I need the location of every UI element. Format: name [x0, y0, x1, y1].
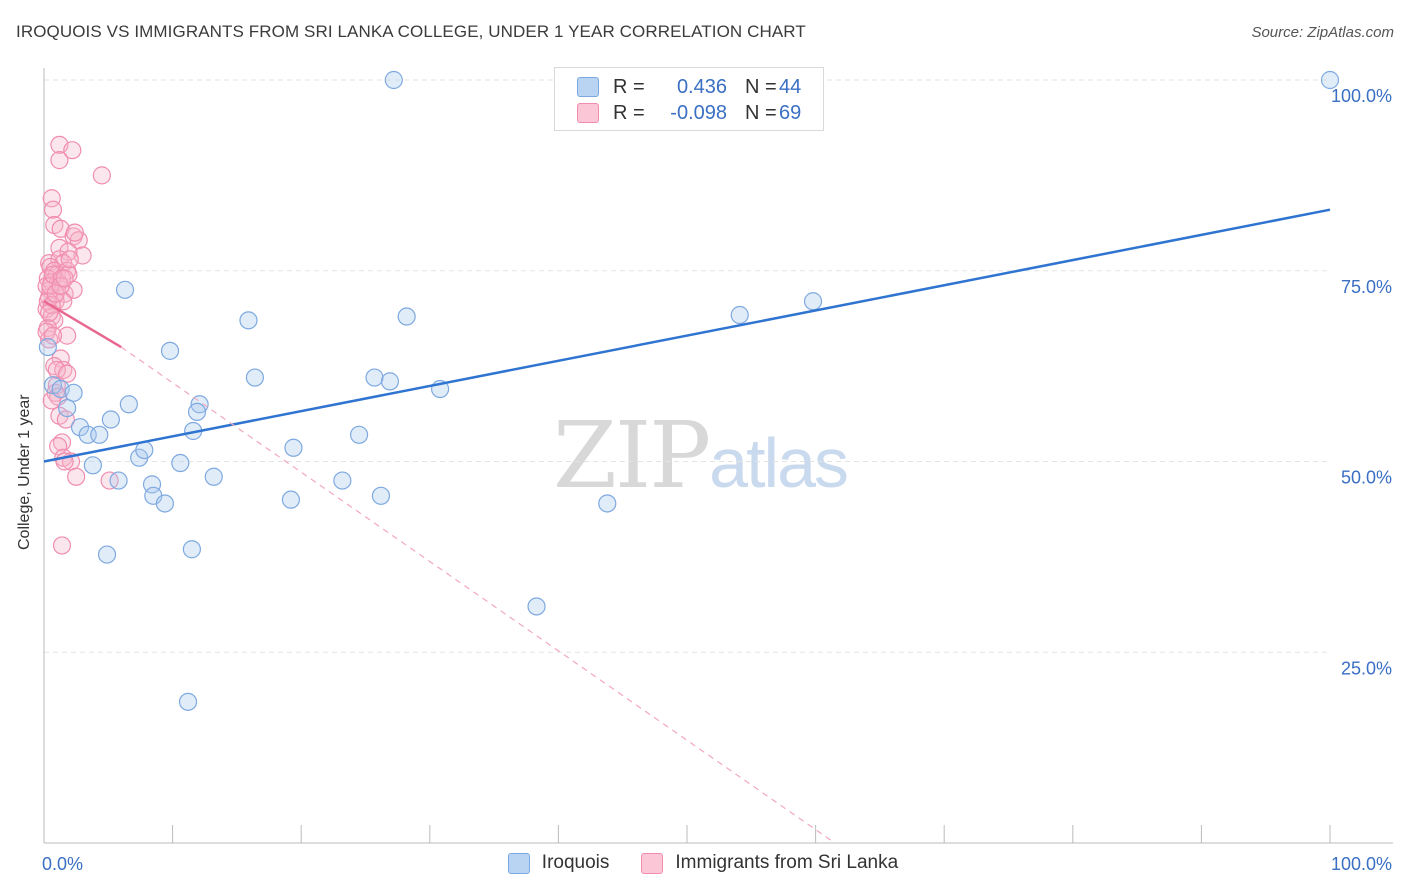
point-iroquois	[90, 425, 109, 444]
legend-row-iroquois: R = 0.436 N = 44	[577, 75, 801, 99]
point-iroquois	[803, 292, 823, 311]
point-iroquois	[160, 341, 180, 360]
point-srilanka	[63, 141, 82, 160]
point-srilanka	[58, 326, 77, 345]
point-iroquois	[365, 368, 384, 387]
point-iroquois	[730, 305, 749, 325]
legend-n-value: 69	[779, 101, 802, 124]
legend-swatch-iroquois	[577, 77, 599, 97]
legend-row-srilanka: R = -0.098 N = 69	[577, 101, 801, 125]
point-iroquois	[109, 471, 128, 490]
bottom-legend: Iroquois Immigrants from Sri Lanka	[0, 852, 1406, 874]
legend-n-label: N =	[745, 101, 777, 124]
legend-r-value: -0.098	[670, 101, 727, 124]
point-srilanka	[49, 437, 68, 456]
point-iroquois	[155, 494, 174, 513]
x-tick-label: 100.0%	[1331, 854, 1392, 874]
x-tick-label: 0.0%	[42, 854, 83, 874]
point-iroquois	[281, 490, 301, 509]
point-iroquois	[284, 438, 303, 457]
trendline-iroquois	[43, 208, 1331, 463]
watermark: ZIPatlas	[553, 402, 849, 509]
point-srilanka	[50, 151, 69, 170]
point-iroquois	[239, 311, 258, 330]
bottom-legend-iroquois: Iroquois	[507, 852, 610, 874]
y-axis-label: College, Under 1 year	[16, 394, 33, 550]
legend-r-label: R =	[613, 101, 645, 124]
y-tick-label: 50.0%	[1341, 468, 1392, 488]
point-iroquois	[119, 395, 138, 414]
point-srilanka	[52, 536, 72, 555]
point-srilanka	[43, 326, 63, 345]
point-iroquois	[83, 456, 102, 475]
point-iroquois	[182, 540, 201, 559]
bottom-legend-swatch-iroquois	[507, 852, 530, 874]
point-srilanka	[67, 467, 86, 486]
point-iroquois	[97, 545, 117, 564]
correlation-legend: R = 0.436 N = 44 R = -0.098 N = 69	[554, 67, 824, 131]
point-iroquois	[380, 372, 400, 391]
point-iroquois	[101, 410, 120, 429]
watermark-atlas: atlas	[709, 424, 849, 502]
point-iroquois	[178, 692, 198, 711]
point-iroquois	[115, 280, 135, 299]
bottom-legend-label-iroquois: Iroquois	[541, 852, 610, 873]
watermark-zip: ZIP	[553, 402, 711, 509]
point-iroquois	[1320, 70, 1340, 90]
point-srilanka	[92, 166, 111, 185]
point-iroquois	[333, 471, 352, 490]
point-srilanka	[47, 360, 66, 380]
bottom-legend-label-srilanka: Immigrants from Sri Lanka	[675, 852, 899, 873]
legend-n-value: 44	[779, 75, 802, 98]
point-srilanka	[43, 200, 63, 219]
y-tick-label: 75.0%	[1341, 277, 1392, 297]
point-iroquois	[384, 70, 403, 90]
point-iroquois	[371, 486, 391, 505]
legend-n-label: N =	[745, 75, 777, 98]
y-tick-label: 25.0%	[1341, 658, 1392, 678]
point-iroquois	[397, 307, 416, 326]
legend-r-value: 0.436	[676, 75, 727, 98]
point-iroquois	[349, 425, 369, 444]
point-iroquois	[204, 467, 223, 486]
y-tick-label: 100.0%	[1331, 86, 1392, 106]
trendline-srilanka-extended	[120, 346, 836, 844]
chart-title: IROQUOIS VS IMMIGRANTS FROM SRI LANKA CO…	[16, 22, 806, 41]
point-iroquois	[527, 597, 546, 616]
bottom-legend-srilanka: Immigrants from Sri Lanka	[641, 852, 898, 874]
point-iroquois	[598, 494, 617, 513]
point-srilanka	[55, 269, 74, 288]
point-iroquois	[64, 383, 83, 402]
point-iroquois	[171, 453, 190, 473]
legend-swatch-srilanka	[577, 103, 599, 123]
source-label: Source: ZipAtlas.com	[1251, 24, 1394, 41]
legend-r-label: R =	[613, 75, 645, 98]
point-srilanka	[54, 292, 73, 311]
point-srilanka	[60, 250, 79, 269]
point-srilanka	[65, 223, 84, 242]
point-iroquois	[245, 368, 265, 387]
bottom-legend-swatch-srilanka	[641, 852, 664, 874]
point-iroquois	[187, 402, 207, 422]
point-iroquois	[70, 418, 90, 437]
point-iroquois	[38, 337, 57, 357]
point-srilanka	[51, 349, 70, 368]
point-iroquois	[58, 398, 77, 418]
point-srilanka	[58, 364, 77, 383]
trendline-srilanka	[43, 300, 122, 349]
